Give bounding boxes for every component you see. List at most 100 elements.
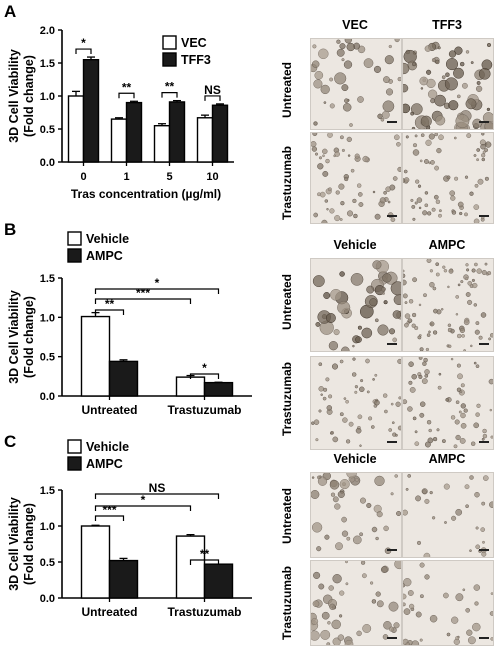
y-axis-label: 3D Cell Viability xyxy=(7,290,21,384)
legend-label-vec: VEC xyxy=(181,36,207,50)
micrograph-tile xyxy=(402,356,494,450)
col-header-vehicle: Vehicle xyxy=(333,238,377,252)
panel-letter-c: C xyxy=(4,432,17,451)
significance-bracket xyxy=(94,288,220,294)
significance-label: * xyxy=(81,36,86,50)
significance-bracket xyxy=(189,559,220,565)
micrograph-tile xyxy=(402,38,494,130)
y-tick-label: 1.0 xyxy=(40,312,55,324)
significance-bracket xyxy=(94,505,192,511)
bar-tff3 xyxy=(82,59,100,163)
legend-swatch-vehicle xyxy=(67,231,82,246)
micrograph-tile xyxy=(310,472,402,558)
micrograph-tile xyxy=(402,132,494,224)
significance-label: * xyxy=(202,361,207,375)
significance-bracket xyxy=(75,48,92,55)
x-tick-label: 5 xyxy=(166,171,172,183)
col-header-tff3: TFF3 xyxy=(432,18,462,32)
y-axis-label: (Fold change) xyxy=(22,55,36,137)
bar-tff3 xyxy=(211,104,229,163)
y-tick-label: 1.5 xyxy=(40,58,55,70)
y-tick-label: 0.0 xyxy=(40,593,55,605)
significance-label: * xyxy=(155,276,160,290)
significance-label: *** xyxy=(136,286,150,300)
x-tick-label: 1 xyxy=(123,171,129,183)
bar-ampc xyxy=(203,563,234,599)
micrograph-grid-b: Vehicle AMPC Untreated Trastuzumab xyxy=(270,238,500,450)
micrograph-tile xyxy=(310,132,402,224)
significance-bracket xyxy=(94,309,125,315)
col-header-vehicle: Vehicle xyxy=(333,452,377,466)
bar-vehicle xyxy=(175,535,206,599)
legend-swatch-vehicle xyxy=(67,439,82,454)
significance-label: * xyxy=(141,493,146,507)
legend-label-ampc: AMPC xyxy=(86,457,123,471)
bar-vec xyxy=(110,118,128,163)
y-axis-label: (Fold change) xyxy=(22,503,36,585)
y-tick-label: 0.5 xyxy=(40,557,55,569)
micrograph-tile xyxy=(402,560,494,646)
y-tick-label: 0.5 xyxy=(40,352,55,364)
col-header-vec: VEC xyxy=(342,18,368,32)
panel-letter-a: A xyxy=(4,2,17,21)
col-header-ampc: AMPC xyxy=(428,452,466,466)
legend-label-vehicle: Vehicle xyxy=(86,440,129,454)
row-header-trastuzumab: Trastuzumab xyxy=(280,145,294,220)
bar-vehicle xyxy=(175,376,206,397)
y-tick-label: 1.0 xyxy=(40,521,55,533)
micrograph-tile xyxy=(310,258,402,352)
significance-bracket xyxy=(204,95,221,101)
significance-label: NS xyxy=(204,83,221,97)
micrograph-tile xyxy=(310,356,402,450)
y-tick-label: 0.0 xyxy=(40,157,55,169)
y-tick-label: 0.0 xyxy=(40,391,55,403)
legend-label-vehicle: Vehicle xyxy=(86,232,129,246)
x-tick-label: Trastuzumab xyxy=(167,403,241,417)
bar-chart-a: 3D Cell Viability (Fold change) 0.0 0.5 1.0 1… xyxy=(7,25,234,201)
significance-bracket xyxy=(94,515,125,521)
row-header-untreated: Untreated xyxy=(280,273,294,330)
bar-vec xyxy=(67,95,85,163)
bar-vehicle xyxy=(80,315,111,397)
panel-letter-b: B xyxy=(4,220,17,239)
bar-vehicle xyxy=(80,525,111,599)
significance-label: ** xyxy=(122,80,132,94)
bar-ampc xyxy=(203,381,234,397)
y-axis-label: 3D Cell Viability xyxy=(7,497,21,591)
bar-chart-c: 3D Cell Viability (Fold change) 0.0 0.5 1.0 1… xyxy=(7,439,252,619)
micrograph-tile xyxy=(310,560,402,646)
legend-label-ampc: AMPC xyxy=(86,249,123,263)
col-header-ampc: AMPC xyxy=(428,238,466,252)
significance-label: ** xyxy=(200,547,210,561)
legend-swatch-tff3 xyxy=(162,52,177,67)
x-tick-label: 10 xyxy=(206,171,218,183)
y-tick-label: 2.0 xyxy=(40,25,55,37)
significance-label: *** xyxy=(102,503,116,517)
row-header-untreated: Untreated xyxy=(280,61,294,118)
y-tick-label: 0.5 xyxy=(40,124,55,136)
x-axis-label: Tras concentration (µg/ml) xyxy=(71,187,221,201)
x-tick-label: Untreated xyxy=(81,403,137,417)
row-header-trastuzumab: Trastuzumab xyxy=(280,565,294,640)
x-tick-label: Untreated xyxy=(81,605,137,619)
bar-tff3 xyxy=(125,101,143,163)
y-tick-label: 1.5 xyxy=(40,273,55,285)
y-tick-label: 1.0 xyxy=(40,91,55,103)
bar-tff3 xyxy=(168,101,186,163)
significance-label: ** xyxy=(105,297,115,311)
micrograph-grid-a: VEC TFF3 Untreated Trastuzumab xyxy=(270,18,500,224)
y-axis-label: (Fold change) xyxy=(22,296,36,378)
micrograph-tile xyxy=(402,258,494,352)
significance-bracket xyxy=(94,298,192,304)
y-tick-label: 1.5 xyxy=(40,485,55,497)
row-header-trastuzumab: Trastuzumab xyxy=(280,361,294,436)
significance-bracket xyxy=(94,493,220,499)
legend-label-tff3: TFF3 xyxy=(181,53,211,67)
legend-swatch-vec xyxy=(162,35,177,50)
bar-ampc xyxy=(108,360,139,397)
significance-label: NS xyxy=(149,481,166,495)
micrograph-tile xyxy=(402,472,494,558)
micrograph-grid-c: Vehicle AMPC Untreated Trastuzumab xyxy=(270,452,500,646)
x-tick-label: Trastuzumab xyxy=(167,605,241,619)
legend-swatch-ampc xyxy=(67,456,82,471)
